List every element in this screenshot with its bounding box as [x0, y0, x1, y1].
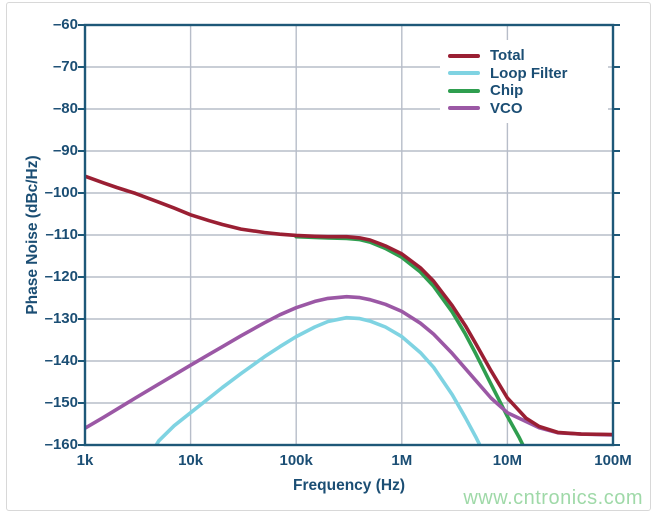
legend: Total Loop Filter Chip VCO: [440, 40, 608, 123]
y-tick-label: –60: [52, 16, 78, 33]
y-tick-label: –160: [44, 436, 78, 453]
y-tick-label: –150: [44, 394, 78, 411]
legend-label: Loop Filter: [490, 64, 568, 82]
y-tick-label: –140: [44, 352, 78, 369]
legend-swatch-icon: [448, 53, 480, 58]
legend-item-total: Total: [448, 47, 608, 65]
curves-layer: [85, 174, 613, 445]
legend-label: Total: [490, 47, 525, 65]
y-tick-label: –80: [52, 100, 78, 117]
series-curve-loop-filter: [154, 315, 482, 445]
x-tick-label: 10M: [492, 452, 522, 469]
legend-item-loop-filter: Loop Filter: [448, 65, 608, 83]
x-tick-label: 100M: [594, 452, 632, 469]
legend-label: Chip: [490, 82, 524, 100]
y-tick-label: –120: [44, 268, 78, 285]
x-tick-label: 1M: [391, 452, 413, 469]
series-curve-total: [85, 174, 613, 437]
x-tick-label: 100k: [279, 452, 313, 469]
legend-swatch-icon: [448, 71, 480, 76]
y-tick-label: –70: [52, 58, 78, 75]
legend-swatch-icon: [448, 88, 480, 93]
watermark-text: www.cntronics.com: [463, 487, 643, 509]
y-tick-label: –130: [44, 310, 78, 327]
legend-label: VCO: [490, 99, 523, 117]
legend-swatch-icon: [448, 106, 480, 111]
y-tick-label: –100: [44, 184, 78, 201]
legend-item-vco: VCO: [448, 100, 608, 118]
y-axis-title: Phase Noise (dBc/Hz): [24, 155, 41, 315]
y-tick-label: –110: [45, 226, 78, 243]
legend-item-chip: Chip: [448, 82, 608, 100]
x-tick-label: 1k: [76, 452, 94, 469]
x-axis-title: Frequency (Hz): [293, 477, 405, 494]
y-tick-label: –90: [52, 142, 78, 159]
x-tick-label: 10k: [178, 452, 204, 469]
series-curve-vco: [85, 294, 613, 437]
